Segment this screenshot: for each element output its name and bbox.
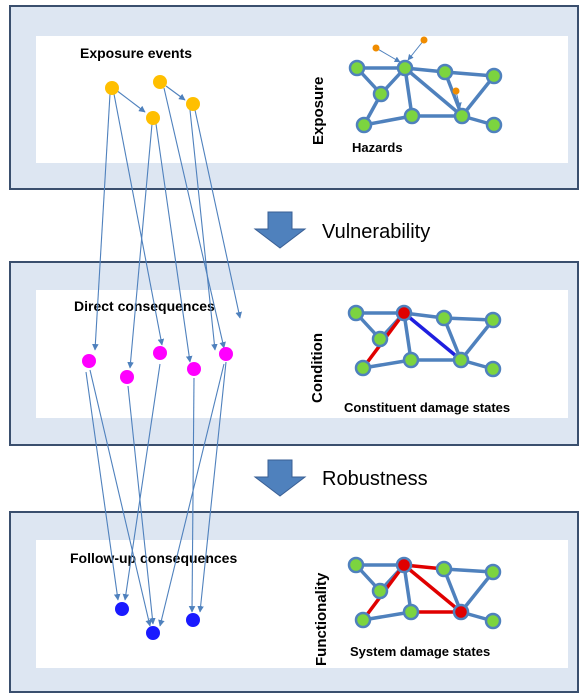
network-node — [484, 360, 502, 378]
network-node — [484, 563, 502, 581]
network-hazards — [348, 36, 503, 134]
heading-exposure-events: Exposure events — [80, 45, 192, 61]
transition-label: Robustness — [322, 468, 428, 490]
transition-vulnerability: Vulnerability — [253, 211, 430, 249]
flow-arrow — [113, 93, 165, 346]
hazard-dot — [420, 36, 428, 44]
caption-constituent-damage-states: Constituent damage states — [344, 400, 510, 415]
network-node — [372, 85, 390, 103]
damaged-edge — [402, 563, 463, 614]
panel-inner-box — [36, 290, 568, 418]
network-node — [354, 359, 372, 377]
damaged-node — [452, 603, 470, 621]
flow-arrow — [122, 363, 161, 601]
followup-consequence-node — [115, 602, 129, 616]
direct-consequence-node — [153, 346, 167, 360]
stressed-edge — [402, 311, 463, 362]
followup-consequence-nodes — [115, 602, 200, 640]
network-node — [435, 309, 453, 327]
network-node — [452, 351, 470, 369]
caption-hazards: Hazards — [352, 140, 403, 155]
panel-functionality — [9, 511, 579, 693]
flow-arrow — [165, 85, 186, 101]
followup-consequence-node — [186, 613, 200, 627]
rotated-label-functionality: Functionality — [313, 572, 330, 666]
network-node — [371, 330, 389, 348]
damaged-node — [395, 556, 413, 574]
network-node — [348, 59, 366, 77]
flow-arrow — [189, 109, 218, 351]
network-node — [347, 304, 365, 322]
heading-follow-up-consequences: Follow-up consequences — [70, 550, 237, 566]
flow-arrow — [115, 89, 146, 113]
direct-consequence-nodes — [82, 346, 233, 384]
exposure-event-nodes — [105, 75, 200, 125]
panel-inner-box — [36, 36, 568, 163]
panel-condition — [9, 261, 579, 446]
followup-consequence-node — [146, 626, 160, 640]
consequence-flow-arrows — [85, 85, 242, 627]
exposure-event-node — [105, 81, 119, 95]
network-node — [453, 107, 471, 125]
network-node — [396, 59, 414, 77]
hazard-dot — [372, 44, 380, 52]
network-node — [355, 116, 373, 134]
network-node — [485, 67, 503, 85]
network-node — [484, 311, 502, 329]
flow-arrow — [158, 363, 225, 627]
direct-consequence-node — [120, 370, 134, 384]
hazard-dot — [452, 87, 460, 95]
network-node — [347, 556, 365, 574]
flow-arrow — [188, 377, 196, 613]
network-system-damage — [347, 556, 502, 630]
flow-arrow — [197, 361, 227, 613]
exposure-event-node — [146, 111, 160, 125]
transition-label: Vulnerability — [322, 221, 430, 243]
network-node — [371, 582, 389, 600]
down-arrow-icon — [253, 211, 307, 249]
flow-arrow — [85, 371, 121, 601]
rotated-label-condition: Condition — [309, 333, 326, 403]
network-node — [484, 612, 502, 630]
network-node — [435, 560, 453, 578]
rotated-label-exposure: Exposure — [310, 77, 327, 145]
network-node — [436, 63, 454, 81]
direct-consequence-node — [187, 362, 201, 376]
network-node — [354, 611, 372, 629]
flow-arrow — [155, 123, 193, 363]
damaged-node — [395, 304, 413, 322]
flow-arrow — [127, 385, 156, 625]
network-node — [485, 116, 503, 134]
network-node — [403, 107, 421, 125]
caption-system-damage-states: System damage states — [350, 644, 490, 659]
flow-arrow — [127, 123, 153, 369]
direct-consequence-node — [82, 354, 96, 368]
down-arrow-icon — [253, 459, 307, 497]
exposure-event-node — [186, 97, 200, 111]
network-constituent-damage — [347, 304, 502, 378]
direct-consequence-node — [219, 347, 233, 361]
network-node — [402, 351, 420, 369]
flow-arrow — [194, 109, 242, 319]
flow-arrow — [89, 369, 152, 627]
network-node — [402, 603, 420, 621]
flow-arrow — [92, 93, 111, 351]
heading-direct-consequences: Direct consequences — [74, 298, 215, 314]
flow-arrow — [163, 87, 226, 349]
exposure-event-node — [153, 75, 167, 89]
transition-robustness: Robustness — [253, 459, 428, 497]
panel-exposure — [9, 5, 579, 190]
